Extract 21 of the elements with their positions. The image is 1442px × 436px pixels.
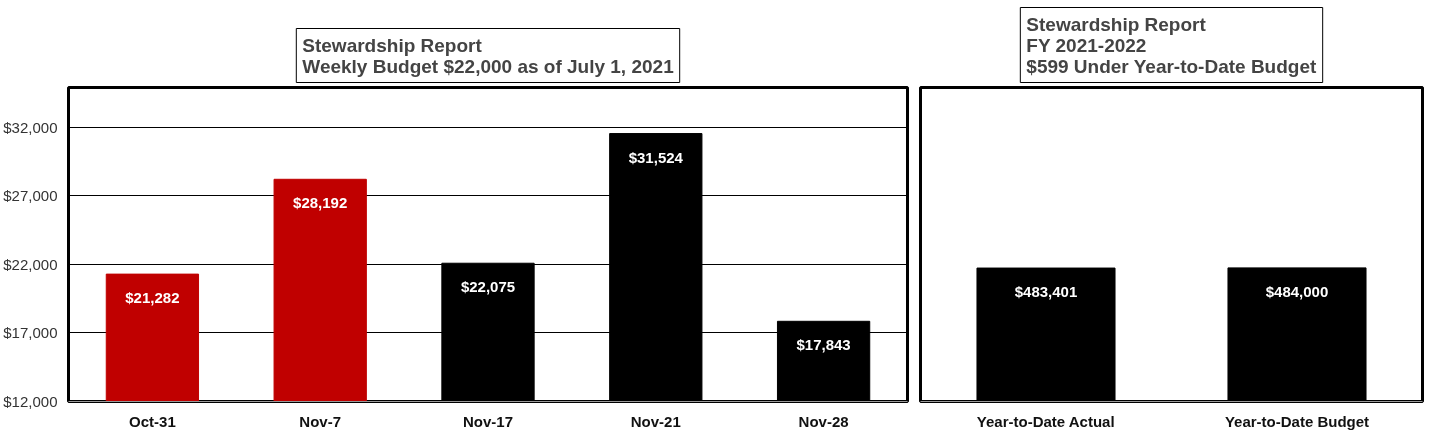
data-label: $17,843 (796, 336, 851, 354)
y-tick-label: $12,000 (3, 393, 58, 410)
data-label: $483,401 (1014, 283, 1078, 301)
x-tick-label: Nov-21 (630, 412, 681, 430)
data-label: $21,282 (125, 289, 180, 307)
x-tick-label: Nov-7 (299, 412, 342, 430)
data-label: $28,192 (293, 194, 348, 212)
data-label: $22,075 (460, 278, 516, 296)
data-label: $31,524 (628, 148, 684, 166)
data-label: $484,000 (1265, 282, 1329, 300)
y-tick-label: $17,000 (3, 324, 58, 342)
y-tick-label: $27,000 (3, 187, 58, 205)
x-tick-label: Nov-17 (462, 412, 514, 430)
x-tick-label: Oct-31 (129, 412, 176, 430)
chart-title: Stewardship Report FY 2021-2022 $599 Under Year-to-Date Budget (1026, 13, 1318, 77)
x-tick-label: Year-to-Date Budget (1224, 412, 1370, 430)
x-tick-label: Nov-28 (798, 412, 849, 430)
x-tick-label: Year-to-Date Actual (976, 412, 1115, 430)
y-tick-label: $32,000 (3, 118, 58, 136)
chart-title: Stewardship Report Weekly Budget $22,000 as of July 1, 2021 (302, 34, 675, 77)
y-tick-label: $22,000 (3, 255, 58, 273)
